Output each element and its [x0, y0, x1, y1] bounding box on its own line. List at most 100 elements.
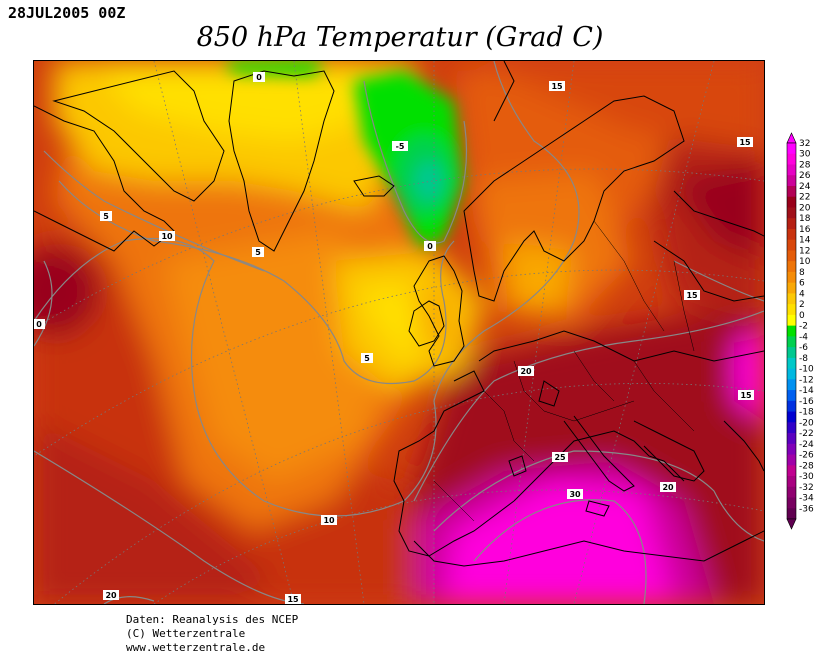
colorbar-label: -12 — [799, 375, 814, 385]
credits-url: www.wetterzentrale.de — [126, 641, 266, 654]
colorbar-label: 30 — [799, 150, 811, 160]
credits-copyright: (C) Wetterzentrale — [126, 627, 246, 640]
svg-text:15: 15 — [739, 138, 751, 147]
colorbar-swatch — [787, 422, 796, 434]
colorbar-swatch — [787, 261, 796, 273]
svg-text:5: 5 — [255, 248, 261, 257]
map-title: 850 hPa Temperatur (Grad C) — [196, 22, 604, 53]
colorbar-swatch — [787, 185, 796, 198]
svg-text:20: 20 — [520, 367, 532, 376]
colorbar-swatch — [787, 486, 796, 499]
date-label: 28JUL2005 00Z — [8, 4, 126, 22]
colorbar-swatch — [787, 357, 796, 370]
colorbar-label: 26 — [799, 171, 811, 181]
colorbar-swatch — [787, 239, 796, 251]
colorbar-swatch — [787, 293, 796, 305]
colorbar-label: 24 — [799, 182, 811, 192]
svg-text:15: 15 — [686, 291, 698, 300]
colorbar-swatch — [787, 411, 796, 423]
colorbar-label: 0 — [799, 311, 805, 321]
coastlines — [34, 61, 764, 567]
color-legend: 32 30 28 26 24 22 20 18 16 14 12 10 8 6 4 2 0 -2 -4 -6 -8 -10… — [785, 131, 825, 531]
colorbar-label: 12 — [799, 246, 810, 256]
svg-text:0: 0 — [256, 73, 262, 82]
colorbar-label: 2 — [799, 300, 805, 310]
colorbar-label: -18 — [799, 408, 814, 418]
colorbar-label: 20 — [799, 203, 811, 213]
svg-text:15: 15 — [740, 391, 752, 400]
colorbar-swatch — [787, 390, 796, 402]
colorbar-label: -14 — [799, 386, 814, 396]
colorbar-label: 32 — [799, 139, 810, 149]
colorbar-swatch — [787, 218, 796, 230]
colorbar-top-arrow — [786, 132, 797, 144]
colorbar-swatch — [787, 497, 796, 509]
colorbar-swatch — [787, 175, 796, 187]
colorbar-label: -34 — [799, 494, 814, 504]
credits: Daten: Reanalysis des NCEP (C) Wetterzen… — [126, 613, 298, 655]
colorbar-swatch — [787, 196, 796, 208]
colorbar-label: -30 — [799, 472, 814, 482]
colorbar-swatch — [787, 336, 796, 348]
colorbar-swatch — [787, 228, 796, 241]
colorbar-swatch — [787, 164, 796, 176]
colorbar-swatch — [787, 314, 796, 327]
colorbar-label: 16 — [799, 225, 811, 235]
colorbar-swatch — [787, 379, 796, 391]
colorbar-label: 18 — [799, 214, 811, 224]
colorbar-bottom-arrow — [786, 518, 797, 530]
svg-text:10: 10 — [161, 232, 173, 241]
svg-text:20: 20 — [105, 591, 117, 600]
colorbar-label: -2 — [799, 322, 808, 332]
colorbar-label: 8 — [799, 268, 805, 278]
svg-text:25: 25 — [554, 453, 566, 462]
borders — [433, 220, 695, 522]
graticule — [34, 61, 764, 604]
colorbar-swatch — [787, 143, 796, 155]
colorbar-label: -10 — [799, 365, 814, 375]
colorbar-label: -4 — [799, 332, 808, 342]
colorbar-label: -36 — [799, 504, 814, 514]
colorbar-swatch — [787, 153, 796, 165]
svg-text:10: 10 — [323, 516, 335, 525]
svg-text:30: 30 — [569, 490, 581, 499]
colorbar-swatch — [787, 400, 796, 413]
svg-text:15: 15 — [551, 82, 563, 91]
colorbar-label: -6 — [799, 343, 808, 353]
colorbar-swatch — [787, 454, 796, 466]
colorbar-label: -8 — [799, 354, 808, 364]
colorbar-swatch — [787, 250, 796, 262]
colorbar-swatch — [787, 368, 796, 380]
colorbar-label: 6 — [799, 279, 805, 289]
svg-text:0: 0 — [36, 320, 42, 329]
colorbar-swatch — [787, 433, 796, 445]
colorbar-swatch — [787, 476, 796, 488]
svg-text:15: 15 — [287, 595, 299, 604]
colorbar-label: -32 — [799, 483, 814, 493]
colorbar-label: 10 — [799, 257, 811, 267]
svg-text:20: 20 — [662, 483, 674, 492]
colorbar-label: 28 — [799, 160, 811, 170]
colorbar-swatch — [787, 304, 796, 316]
colorbar-label: -16 — [799, 397, 814, 407]
colorbar-label: -28 — [799, 461, 814, 471]
colorbar-swatch — [787, 443, 796, 456]
colorbar-label: 14 — [799, 236, 811, 246]
colorbar-swatch — [787, 508, 796, 520]
colorbar-swatch — [787, 282, 796, 294]
colorbar-swatch — [787, 325, 796, 337]
isotherms — [34, 61, 764, 604]
svg-text:-5: -5 — [396, 142, 405, 151]
svg-text:5: 5 — [364, 354, 370, 363]
credits-source: Daten: Reanalysis des NCEP — [126, 613, 299, 626]
colorbar-swatch — [787, 347, 796, 359]
colorbar-label: -26 — [799, 451, 814, 461]
colorbar-label: -22 — [799, 429, 814, 439]
colorbar-label: -20 — [799, 418, 814, 428]
colorbar-swatch — [787, 465, 796, 477]
colorbar-label: -24 — [799, 440, 814, 450]
colorbar-label: 4 — [799, 289, 805, 299]
svg-text:5: 5 — [103, 212, 109, 221]
colorbar-swatch — [787, 207, 796, 219]
temperature-map: 0 -5 0 5 10 5 5 10 15 15 15 0 20 25 30 2… — [33, 60, 765, 605]
